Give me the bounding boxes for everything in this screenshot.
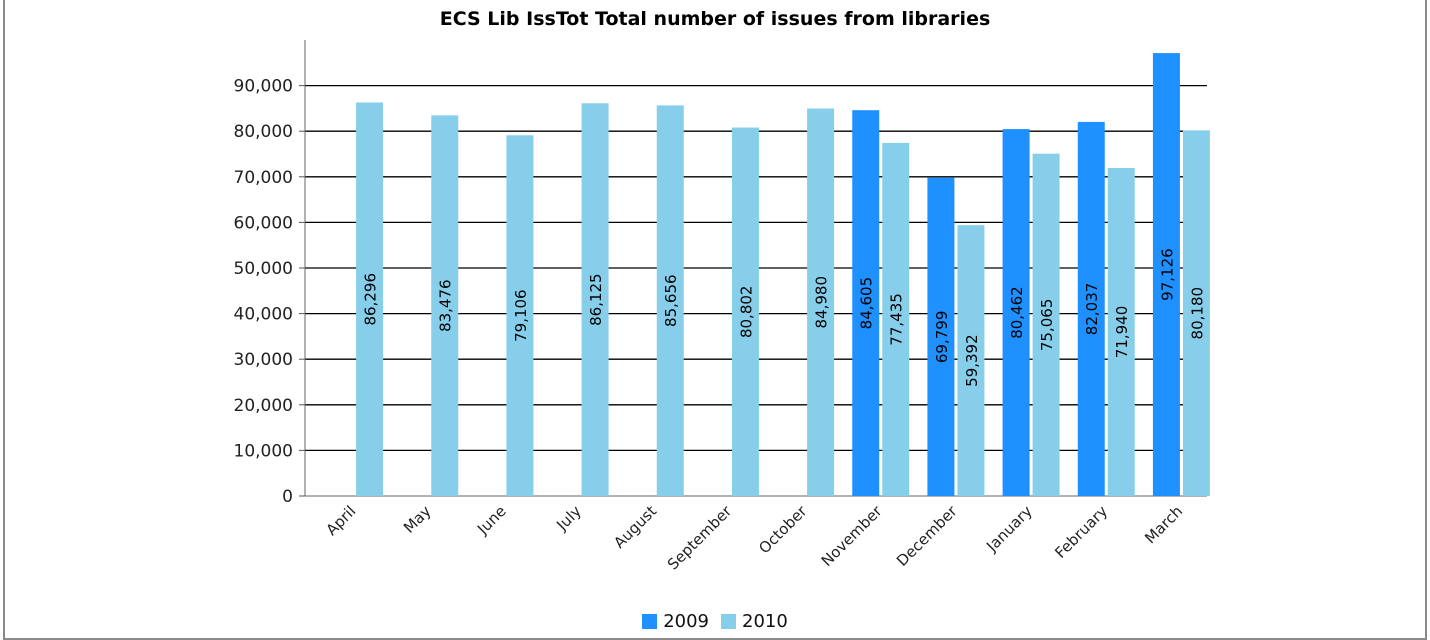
- data-label: 79,106: [512, 289, 530, 342]
- data-label: 59,392: [963, 334, 981, 387]
- data-label: 80,802: [737, 286, 755, 339]
- chart-legend: 2009 2010: [0, 611, 1430, 632]
- legend-swatch-2009: [642, 614, 658, 629]
- x-tick-label: May: [400, 502, 435, 537]
- y-tick-label: 70,000: [234, 168, 293, 188]
- data-label: 82,037: [1083, 283, 1101, 336]
- bar-2010-june: [506, 135, 534, 496]
- data-label: 71,940: [1113, 306, 1131, 359]
- data-label: 75,065: [1038, 299, 1056, 352]
- y-tick-label: 40,000: [234, 305, 293, 325]
- x-tick-label: January: [982, 502, 1036, 556]
- bar-2009-november: [852, 110, 880, 496]
- bar-2010-may: [431, 115, 459, 497]
- data-label: 86,125: [587, 273, 605, 326]
- bar-2010-february: [1107, 167, 1135, 496]
- bar-2010-january: [1032, 153, 1060, 496]
- data-label: 84,980: [813, 276, 831, 329]
- bar-2010-november: [882, 142, 910, 496]
- y-tick-label: 10,000: [234, 441, 293, 461]
- chart-title: ECS Lib IssTot Total number of issues fr…: [439, 8, 991, 30]
- x-tick-label: October: [755, 502, 811, 558]
- data-label: 97,126: [1158, 248, 1176, 301]
- x-tick-label: March: [1141, 502, 1186, 547]
- y-tick-label: 20,000: [234, 396, 293, 416]
- legend-item-2009: 2009: [642, 611, 709, 632]
- bar-2010-march: [1182, 130, 1210, 496]
- bar-2009-december: [927, 177, 955, 496]
- bar-2009-february: [1077, 121, 1105, 496]
- data-label: 83,476: [437, 279, 455, 332]
- x-tick-label: February: [1051, 502, 1111, 562]
- y-tick-label: 30,000: [234, 350, 293, 370]
- x-tick-label: June: [473, 502, 510, 539]
- data-label: 80,462: [1008, 286, 1026, 339]
- bar-2010-april: [356, 102, 384, 497]
- data-label: 69,799: [933, 311, 951, 364]
- bar-2009-march: [1152, 53, 1180, 496]
- data-label: 80,180: [1188, 287, 1206, 340]
- x-tick-label: July: [552, 502, 585, 535]
- x-tick-label: August: [610, 502, 660, 552]
- data-label: 84,605: [858, 277, 876, 330]
- bar-2010-september: [731, 127, 759, 496]
- data-label: 77,435: [888, 293, 906, 346]
- y-tick-label: 90,000: [234, 77, 293, 97]
- x-tick-label: December: [893, 502, 961, 570]
- y-tick-label: 0: [282, 487, 293, 507]
- bar-2010-december: [957, 225, 985, 496]
- y-tick-label: 50,000: [234, 259, 293, 279]
- data-label: 86,296: [362, 273, 380, 326]
- legend-item-2010: 2010: [721, 611, 788, 632]
- y-tick-label: 60,000: [234, 213, 293, 233]
- legend-label-2010: 2010: [742, 611, 788, 632]
- bar-2010-july: [581, 103, 609, 497]
- bar-2010-august: [656, 105, 684, 497]
- x-tick-label: November: [818, 502, 886, 570]
- y-tick-label: 80,000: [234, 122, 293, 142]
- bar-2009-january: [1002, 129, 1030, 497]
- data-label: 85,656: [662, 274, 680, 327]
- legend-swatch-2010: [721, 614, 736, 629]
- x-tick-label: September: [664, 502, 736, 574]
- legend-label-2009: 2009: [663, 611, 709, 632]
- x-tick-label: April: [322, 502, 359, 539]
- bar-2010-october: [807, 108, 835, 496]
